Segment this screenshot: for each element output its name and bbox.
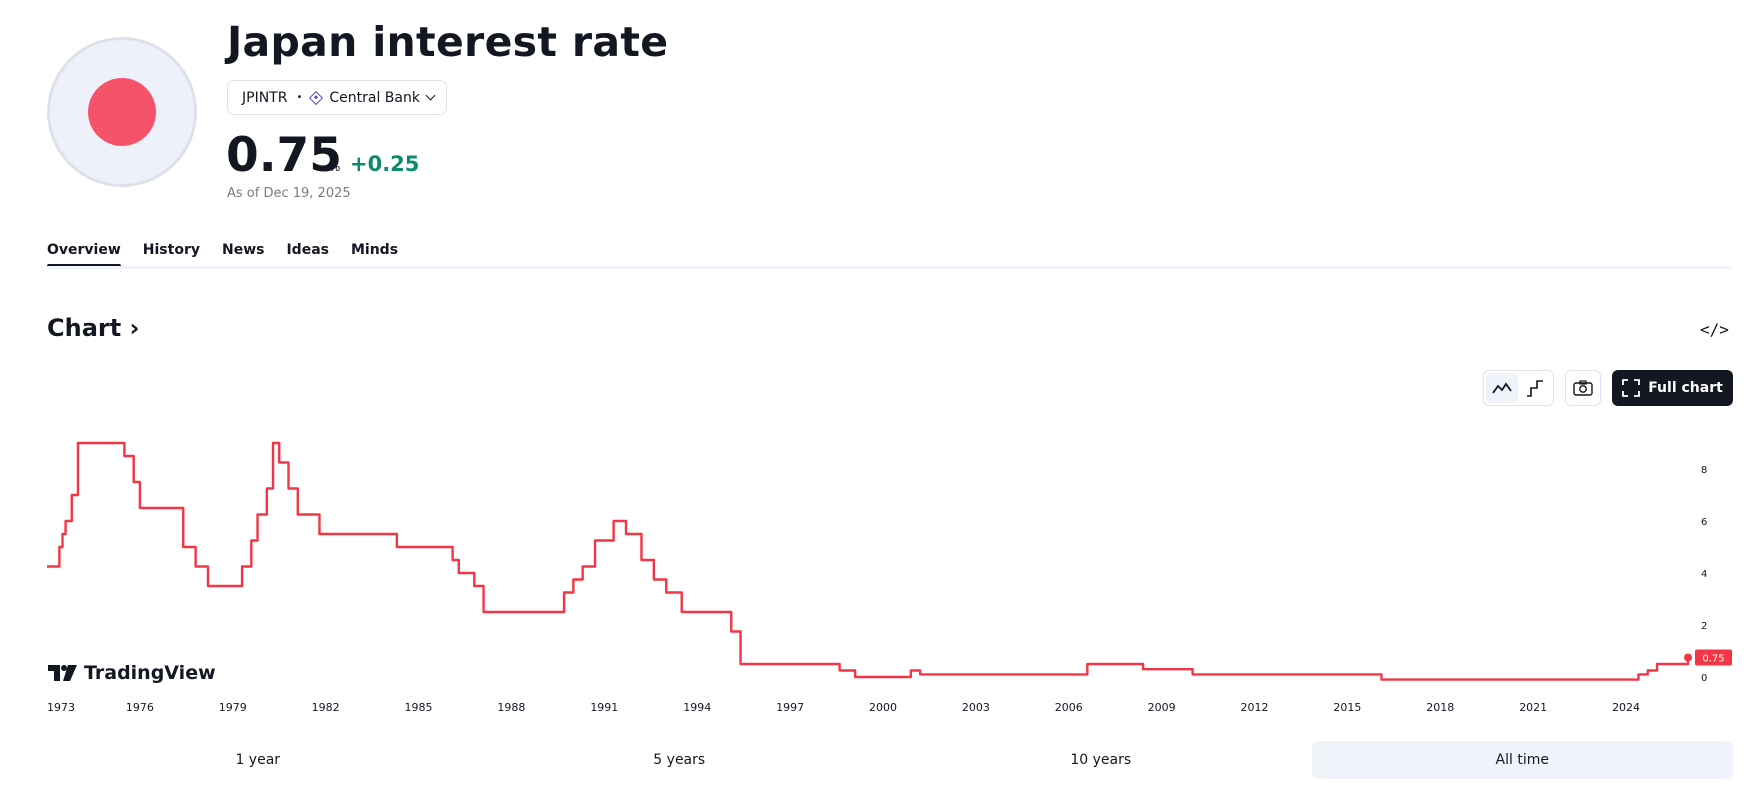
- chart-canvas: 1973 1976 1979 1982 1985 1988 1991 1994 1997 2000…: [47, 441, 1732, 714]
- symbol-label: JPINTR: [242, 89, 288, 106]
- chart-section-title[interactable]: Chart ›: [47, 314, 139, 342]
- y-tick-label: 8: [1701, 465, 1707, 476]
- full-chart-label: Full chart: [1648, 380, 1723, 396]
- x-tick-label: 2009: [1148, 701, 1176, 714]
- tradingview-logo-text: TradingView: [84, 662, 216, 684]
- x-tick-label: 1976: [126, 701, 154, 714]
- source-label: Central Bank: [329, 89, 420, 106]
- x-tick-label: 2012: [1241, 701, 1269, 714]
- x-tick-label: 2021: [1519, 701, 1547, 714]
- line-style-button[interactable]: [1486, 373, 1518, 403]
- x-tick-label: 1994: [683, 701, 711, 714]
- tab-history[interactable]: History: [142, 242, 200, 258]
- series-line-interest-rate: [47, 441, 1690, 681]
- separator-dot: •: [296, 92, 303, 103]
- value-change: +0.25: [350, 152, 420, 176]
- y-tick-label: 6: [1701, 517, 1707, 528]
- step-line-button[interactable]: [1520, 373, 1552, 403]
- tab-bar: Overview History News Ideas Minds: [47, 242, 398, 268]
- screenshot-button[interactable]: [1565, 370, 1601, 406]
- as-of-date: As of Dec 19, 2025: [227, 186, 351, 201]
- range-5-years[interactable]: 5 years: [653, 752, 706, 768]
- x-tick-label: 1991: [590, 701, 618, 714]
- range-selector: 1 year 5 years 10 years All time: [47, 741, 1733, 779]
- last-value-badge: [1695, 649, 1732, 666]
- tabs-divider: [47, 266, 1732, 269]
- chevron-right-icon: ›: [121, 314, 140, 342]
- x-tick-label: 2006: [1055, 701, 1083, 714]
- x-tick-label: 1982: [312, 701, 340, 714]
- country-flag: [47, 37, 197, 187]
- y-tick-label: 2: [1701, 621, 1707, 632]
- x-tick-label: 1973: [47, 701, 75, 714]
- x-tick-label: 1979: [219, 701, 247, 714]
- tab-news[interactable]: News: [221, 242, 265, 258]
- flag-disc: [88, 78, 156, 146]
- last-value-label: 0.75: [1702, 654, 1724, 665]
- y-axis-ticks: 0 2 4 6 8: [1701, 465, 1707, 684]
- page-title: Japan interest rate: [227, 18, 669, 66]
- line-style-icon: [1492, 382, 1512, 394]
- x-tick-label: 2000: [869, 701, 897, 714]
- x-tick-label: 1988: [497, 701, 525, 714]
- camera-icon: [1573, 380, 1593, 396]
- symbol-selector[interactable]: JPINTR • Central Bank: [227, 80, 447, 115]
- y-tick-label: 4: [1701, 569, 1707, 580]
- x-axis-ticks: 1973 1976 1979 1982 1985 1988 1991 1994 1997 2000…: [47, 701, 1640, 714]
- x-tick-label: 2024: [1612, 701, 1640, 714]
- tradingview-logo-icon: [48, 664, 77, 681]
- range-10-years[interactable]: 10 years: [1070, 752, 1132, 768]
- last-value-dot: [1684, 653, 1692, 662]
- fullscreen-icon: [1622, 379, 1641, 397]
- range-all-time[interactable]: All time: [1311, 741, 1733, 779]
- embed-code-icon[interactable]: </>: [1700, 320, 1729, 339]
- chart-section-label: Chart: [47, 314, 122, 342]
- tab-minds[interactable]: Minds: [350, 242, 399, 258]
- y-tick-label: 0: [1701, 673, 1707, 684]
- x-tick-label: 2003: [962, 701, 990, 714]
- tab-ideas[interactable]: Ideas: [286, 242, 329, 258]
- x-tick-label: 1997: [776, 701, 804, 714]
- tradingview-logo[interactable]: TradingView: [48, 662, 216, 684]
- value-unit: %: [329, 160, 341, 174]
- x-tick-label: 2018: [1426, 701, 1454, 714]
- range-1-year[interactable]: 1 year: [235, 752, 281, 768]
- x-tick-label: 1985: [405, 701, 433, 714]
- current-value: 0.75: [226, 128, 342, 183]
- step-line-icon: [1527, 380, 1544, 397]
- full-chart-button[interactable]: Full chart: [1612, 370, 1733, 406]
- x-tick-label: 2015: [1333, 701, 1361, 714]
- chart-style-toggle: [1483, 370, 1554, 406]
